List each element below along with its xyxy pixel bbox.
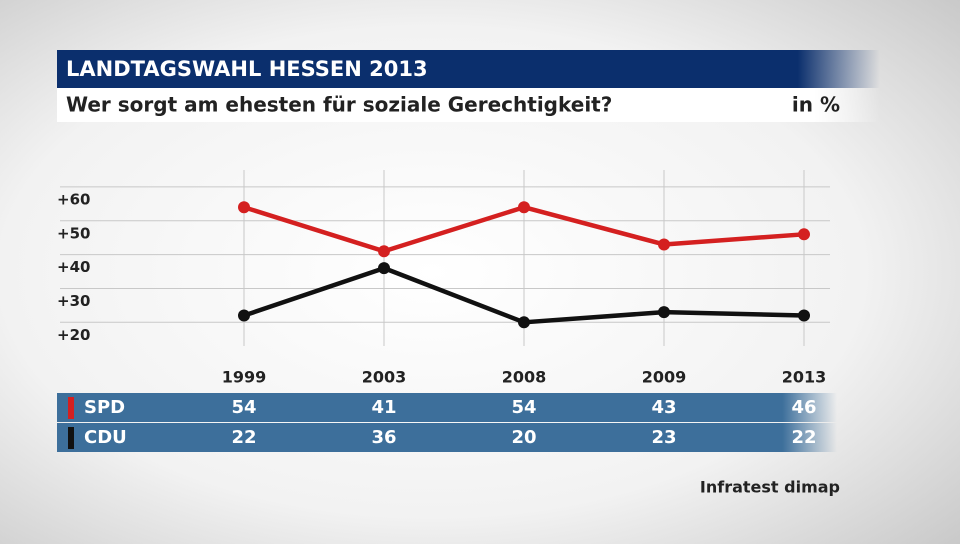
legend-swatch xyxy=(68,397,74,419)
data-point xyxy=(378,245,390,258)
y-tick-label: +40 xyxy=(57,258,90,276)
y-tick-label: +60 xyxy=(57,190,90,208)
table-value: 22 xyxy=(231,427,256,448)
data-point xyxy=(798,228,810,241)
table-value: 46 xyxy=(791,397,816,418)
x-tick-label: 1999 xyxy=(222,368,267,387)
table-value: 54 xyxy=(231,397,256,418)
subtitle: Wer sorgt am ehesten für soziale Gerecht… xyxy=(66,93,612,117)
data-point xyxy=(238,309,250,322)
data-point xyxy=(798,309,810,322)
table-value: 41 xyxy=(371,397,396,418)
legend-label: SPD xyxy=(84,397,125,418)
chart-title: LANDTAGSWAHL HESSEN 2013 xyxy=(66,57,428,81)
data-point xyxy=(518,201,530,214)
data-point xyxy=(658,306,670,319)
unit: in % xyxy=(792,93,840,117)
y-tick-label: +50 xyxy=(57,224,90,242)
x-tick-label: 2013 xyxy=(782,368,827,387)
data-point xyxy=(238,201,250,214)
y-tick-label: +30 xyxy=(57,292,90,310)
legend-label: CDU xyxy=(84,427,127,448)
table-value: 43 xyxy=(651,397,676,418)
table-value: 36 xyxy=(371,427,396,448)
x-tick-label: 2003 xyxy=(362,368,407,387)
x-tick-label: 2008 xyxy=(502,368,547,387)
legend-swatch xyxy=(68,427,74,449)
data-point xyxy=(518,316,530,329)
table-value: 22 xyxy=(791,427,816,448)
title-bar xyxy=(57,50,880,88)
subtitle-bar xyxy=(57,88,880,122)
source: Infratest dimap xyxy=(700,478,840,497)
table-value: 20 xyxy=(511,427,536,448)
table-value: 23 xyxy=(651,427,676,448)
data-point xyxy=(378,262,390,275)
y-tick-label: +20 xyxy=(57,326,90,344)
x-tick-label: 2009 xyxy=(642,368,687,387)
table-row xyxy=(57,393,837,422)
data-point xyxy=(658,238,670,251)
table-row xyxy=(57,423,837,452)
table-value: 54 xyxy=(511,397,536,418)
